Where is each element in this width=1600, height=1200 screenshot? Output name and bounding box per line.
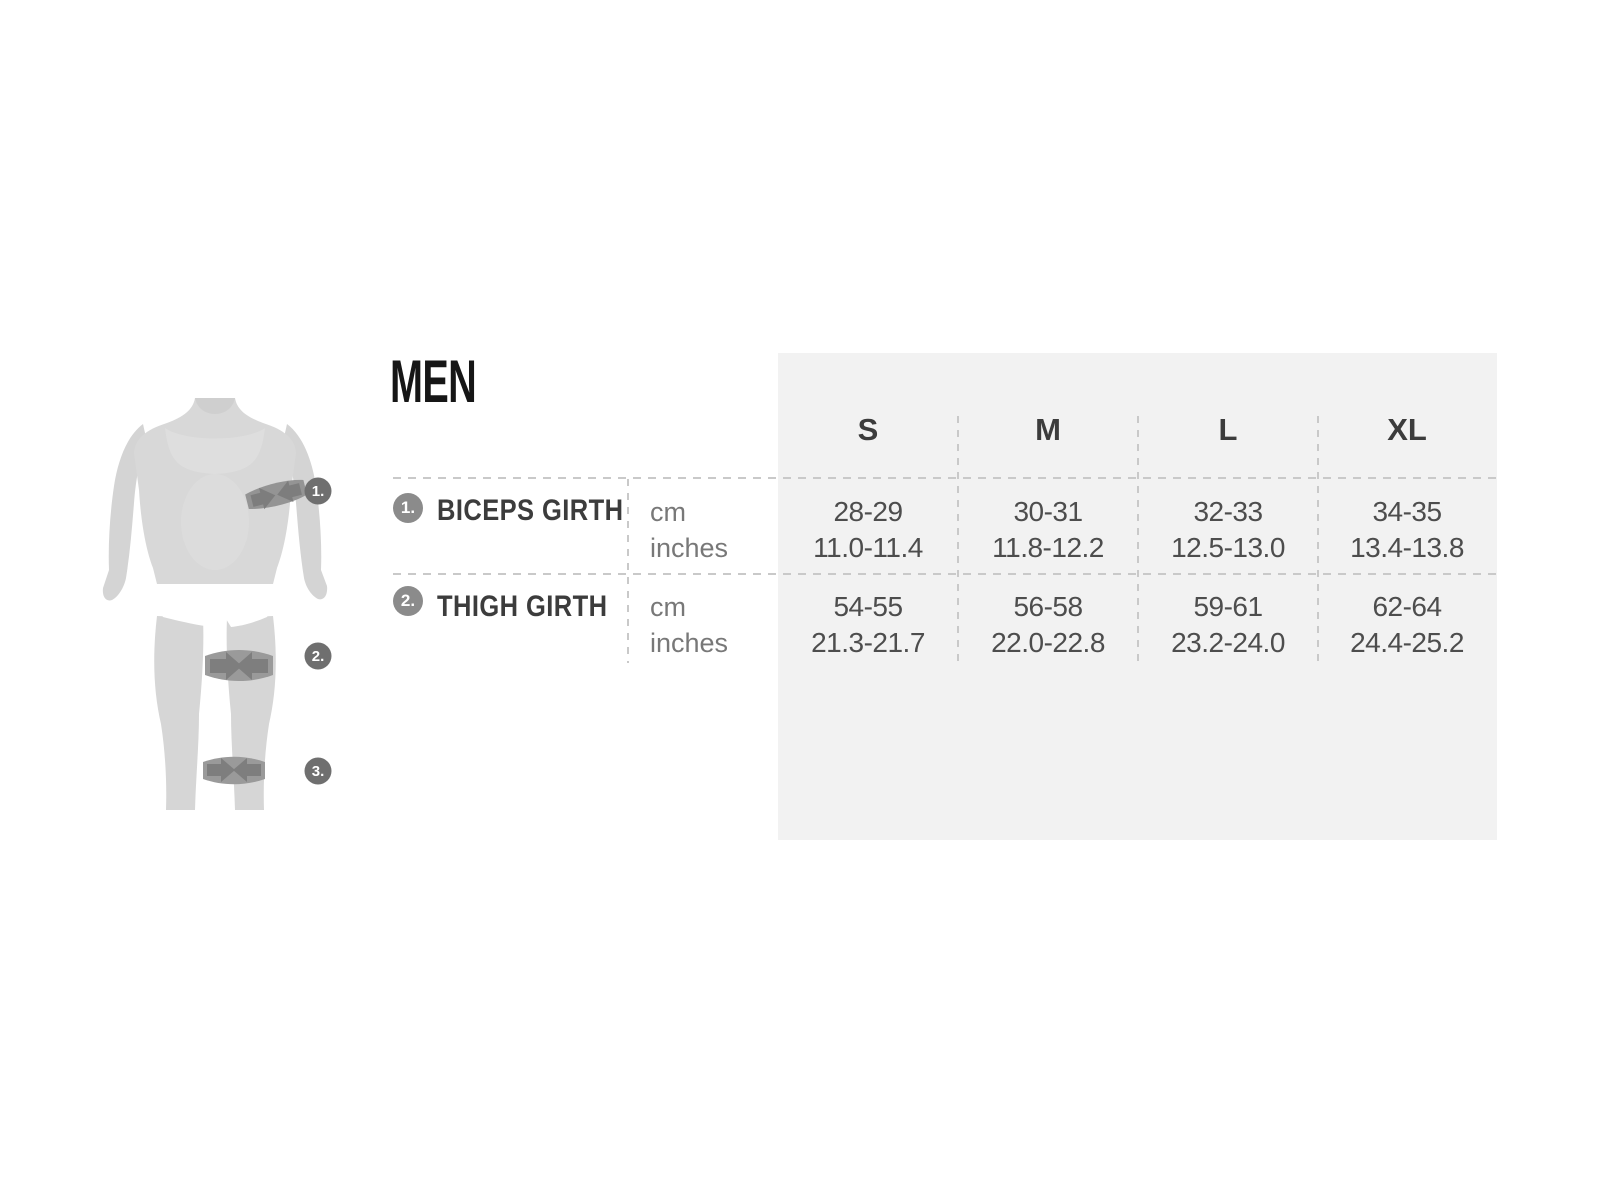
row-divider-middle: [393, 573, 1497, 575]
figure-left-leg: [154, 616, 204, 810]
row-divider-top: [393, 477, 1497, 479]
row2-unit-cm: cm: [650, 592, 686, 622]
table-cell: 28-29: [833, 496, 903, 527]
row1-unit-cm: cm: [650, 497, 686, 527]
table-cell: 23.2-24.0: [1171, 627, 1285, 658]
table-cell: 62-64: [1372, 591, 1442, 622]
row2-number-badge: 2.: [393, 586, 423, 616]
size-header-l: L: [1218, 412, 1238, 447]
table-cell: 11.8-12.2: [992, 532, 1104, 563]
figure-marker-2: 2.: [304, 642, 332, 670]
size-header-xl: XL: [1387, 412, 1427, 447]
row1-label: BICEPS GIRTH: [437, 494, 624, 527]
table-cell: 56-58: [1013, 591, 1083, 622]
table-cell: 22.0-22.8: [991, 627, 1105, 658]
table-cell: 30-31: [1013, 496, 1083, 527]
calf-band-icon: [203, 756, 265, 785]
table-cell: 54-55: [833, 591, 903, 622]
figure-marker-3: 3.: [304, 757, 332, 785]
column-divider-l-xl: [1317, 416, 1319, 662]
size-header-s: S: [857, 412, 879, 447]
table-cell: 34-35: [1372, 496, 1442, 527]
figure-marker-3-label: 3.: [312, 763, 325, 780]
body-measurement-figure: 1. 2. 3.: [102, 398, 332, 810]
table-cell: 21.3-21.7: [811, 627, 925, 658]
units-column-divider: [627, 479, 629, 663]
table-cell: 13.4-13.8: [1350, 532, 1464, 563]
table-cell: 59-61: [1193, 591, 1263, 622]
figure-neck-shadow: [195, 398, 235, 414]
column-divider-m-l: [1137, 416, 1139, 662]
row1-number-badge: 1.: [393, 493, 423, 523]
table-cell: 12.5-13.0: [1171, 532, 1285, 563]
row2-label: THIGH GIRTH: [437, 590, 608, 623]
row2-unit-inches: inches: [650, 628, 729, 658]
table-cell: 24.4-25.2: [1350, 627, 1464, 658]
figure-chest-highlight: [165, 428, 265, 474]
figure-left-arm: [102, 424, 147, 601]
table-cell: 32-33: [1193, 496, 1263, 527]
figure-marker-1: 1.: [304, 477, 332, 505]
table-cell: 11.0-11.4: [813, 532, 923, 563]
page-title: MEN: [390, 348, 477, 415]
column-divider-s-m: [957, 416, 959, 662]
size-header-m: M: [1035, 412, 1061, 447]
row1-unit-inches: inches: [650, 533, 729, 563]
figure-marker-1-label: 1.: [312, 483, 325, 500]
figure-abs-highlight: [181, 474, 249, 570]
figure-briefs: [156, 584, 274, 627]
figure-marker-2-label: 2.: [312, 648, 325, 665]
figure-right-arm: [283, 424, 328, 600]
thigh-band-icon: [205, 650, 273, 681]
biceps-band-icon: [245, 479, 308, 510]
